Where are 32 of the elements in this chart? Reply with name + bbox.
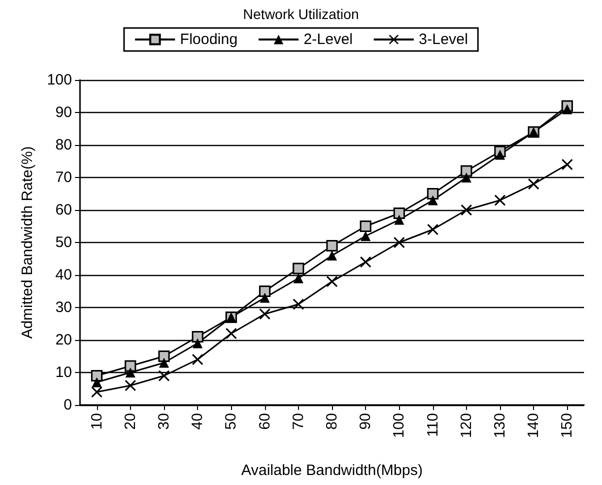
x-tick-label: 90 [357, 413, 374, 430]
y-tick-label: 20 [55, 332, 72, 348]
x-tick-label: 60 [256, 413, 274, 430]
y-tick-label: 80 [55, 136, 72, 154]
x-tick-label: 80 [324, 413, 340, 430]
legend-label: 2-Level [304, 31, 353, 48]
x-tick-label: 20 [122, 413, 139, 430]
y-tick-label: 100 [46, 72, 72, 88]
x-tick-label: 30 [156, 413, 172, 430]
x-tick-label: 40 [189, 413, 206, 430]
x-tick-label: 10 [88, 413, 106, 430]
x-tick-label: 130 [492, 413, 508, 438]
x-tick-label: 100 [390, 413, 408, 438]
x-tick-label: 150 [558, 413, 576, 438]
y-tick-label: 40 [55, 266, 72, 284]
legend-label: Flooding [180, 31, 238, 48]
x-axis-title: Available Bandwidth(Mbps) [241, 462, 423, 479]
legend-label: 3-Level [418, 31, 468, 48]
x-tick-label: 70 [290, 413, 307, 430]
x-tick-label: 120 [458, 413, 475, 438]
y-tick-label: 70 [55, 169, 72, 186]
chart-title: Network Utilization [243, 6, 359, 22]
x-tick-label: 50 [222, 413, 240, 430]
y-tick-label: 30 [55, 299, 72, 316]
y-tick-label: 50 [55, 234, 72, 251]
y-tick-label: 0 [64, 396, 72, 414]
y-axis-title: Admitted Bandwidth Rate(%) [19, 146, 36, 339]
y-tick-label: 10 [55, 364, 72, 381]
x-tick-label: 110 [424, 413, 442, 437]
y-tick-label: 90 [55, 104, 72, 121]
y-tick-label: 60 [55, 202, 72, 218]
x-tick-label: 140 [525, 413, 542, 438]
